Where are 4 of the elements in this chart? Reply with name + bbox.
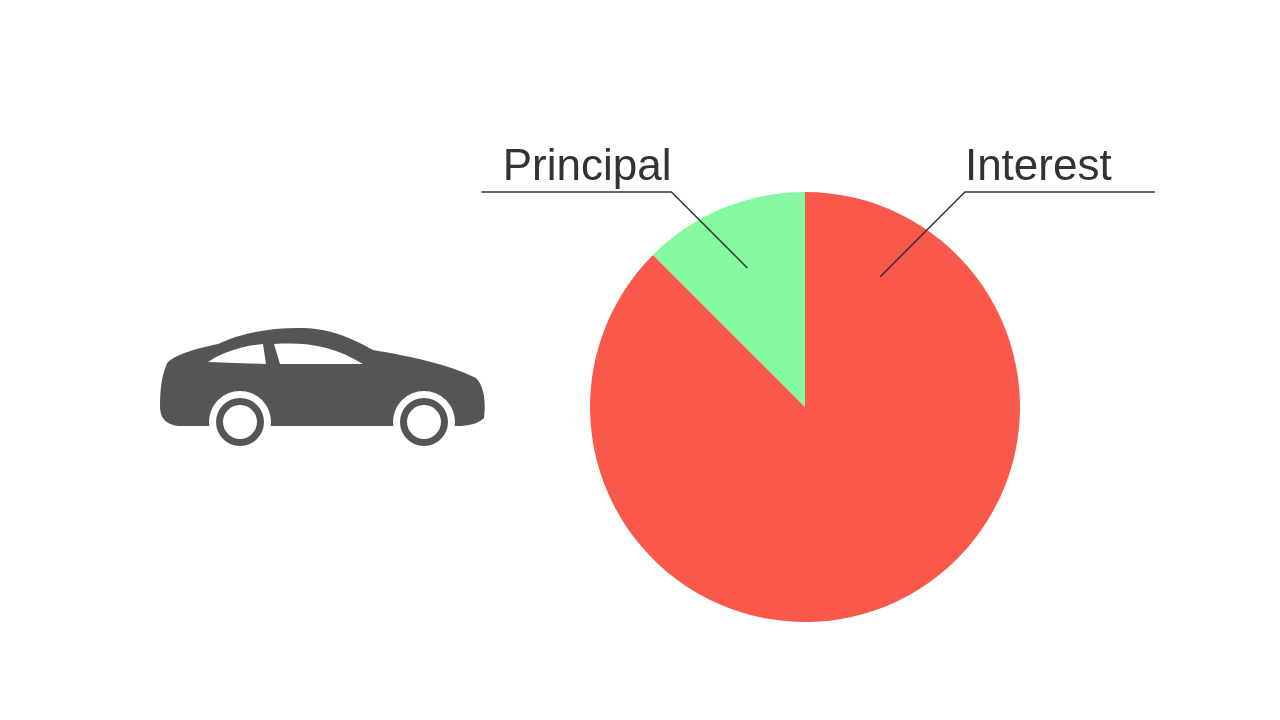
slice-label: Interest: [964, 140, 1112, 189]
pie-slice: [652, 192, 805, 407]
pie-slice: [590, 192, 1020, 622]
slice-label: Principal: [502, 140, 672, 189]
